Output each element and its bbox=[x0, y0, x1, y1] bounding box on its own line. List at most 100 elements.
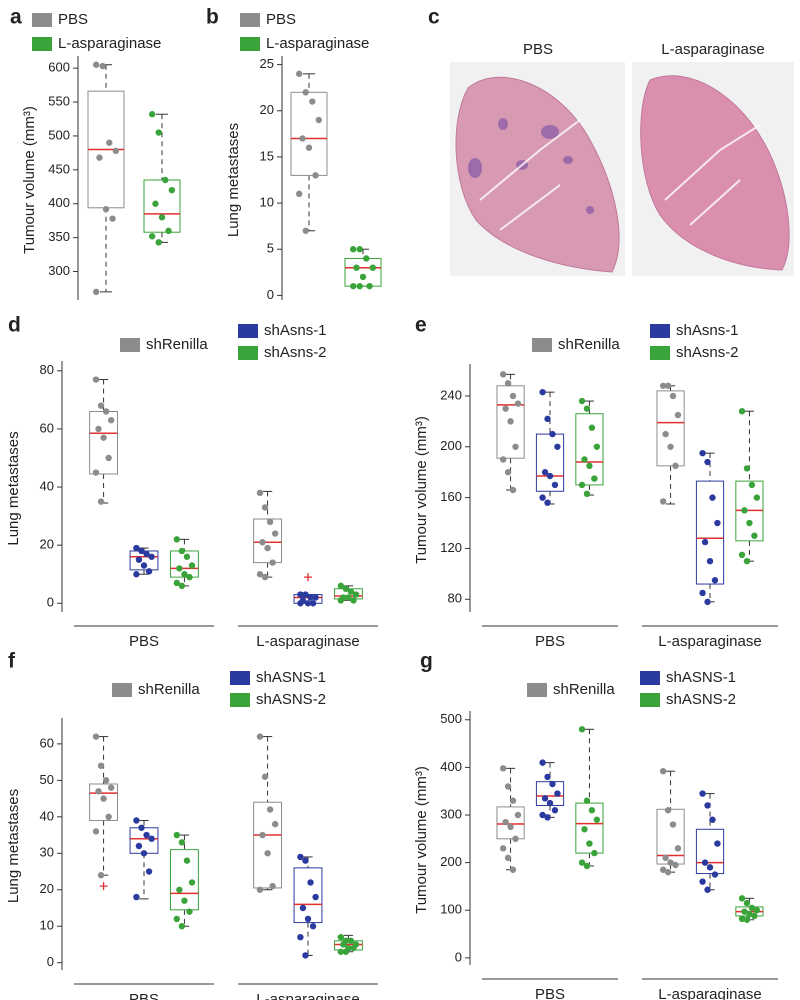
image-title: L-asparaginase bbox=[661, 41, 764, 58]
data-point bbox=[751, 912, 758, 920]
legend-swatch bbox=[650, 324, 670, 338]
data-point bbox=[178, 923, 186, 930]
data-point bbox=[100, 795, 107, 802]
data-point bbox=[512, 443, 519, 450]
y-tick-label: 100 bbox=[440, 902, 462, 917]
data-point bbox=[266, 806, 274, 813]
data-point bbox=[539, 811, 546, 819]
data-point bbox=[312, 594, 319, 601]
data-point bbox=[363, 255, 370, 262]
panel-label: b bbox=[206, 6, 219, 29]
legend-swatch bbox=[527, 683, 547, 697]
data-point bbox=[539, 494, 546, 501]
box bbox=[535, 433, 565, 492]
legend-label: shAsns-1 bbox=[264, 322, 327, 339]
y-tick-label: 80 bbox=[448, 591, 462, 606]
y-axis-label: Tumour volume (mm³) bbox=[21, 106, 38, 254]
data-point bbox=[271, 530, 279, 537]
data-point bbox=[509, 866, 517, 873]
data-point bbox=[748, 481, 756, 489]
data-point bbox=[751, 532, 758, 539]
y-tick-label: 60 bbox=[40, 735, 54, 750]
y-tick-label: 400 bbox=[48, 195, 70, 210]
data-point bbox=[97, 498, 105, 505]
data-point bbox=[738, 551, 746, 559]
data-point bbox=[102, 777, 110, 784]
data-point bbox=[709, 816, 716, 823]
data-point bbox=[546, 799, 554, 807]
data-point bbox=[711, 577, 719, 584]
data-point bbox=[544, 773, 551, 781]
data-point bbox=[148, 835, 155, 842]
data-point bbox=[133, 893, 140, 901]
tissue-section bbox=[640, 75, 790, 271]
box bbox=[575, 413, 604, 486]
data-point bbox=[369, 264, 377, 271]
data-point bbox=[297, 591, 304, 598]
data-point bbox=[588, 424, 596, 431]
data-point bbox=[302, 591, 309, 598]
data-point bbox=[342, 948, 350, 955]
data-point bbox=[539, 759, 546, 766]
legend-swatch bbox=[240, 37, 260, 51]
y-tick-label: 80 bbox=[40, 362, 54, 377]
data-point bbox=[699, 589, 706, 597]
data-point bbox=[514, 400, 522, 407]
data-point bbox=[578, 726, 586, 733]
x-tick-label: PBS bbox=[129, 991, 159, 1000]
data-point bbox=[92, 376, 100, 383]
data-point bbox=[309, 923, 317, 930]
y-tick-label: 300 bbox=[48, 263, 70, 278]
data-point bbox=[295, 70, 303, 78]
vessels bbox=[479, 119, 761, 231]
data-point bbox=[173, 579, 181, 587]
data-point bbox=[140, 562, 148, 569]
data-point bbox=[186, 908, 193, 915]
data-point bbox=[704, 802, 711, 809]
data-point bbox=[105, 454, 112, 462]
data-point bbox=[551, 807, 559, 814]
data-point bbox=[499, 765, 507, 772]
x-tick-label: L-asparaginase bbox=[256, 991, 359, 1000]
legend-label: shRenilla bbox=[553, 681, 615, 698]
data-point bbox=[711, 871, 719, 878]
y-axis-label: Lung metastases bbox=[5, 431, 22, 545]
data-point bbox=[256, 571, 264, 578]
legend-swatch bbox=[230, 671, 250, 685]
data-point bbox=[583, 405, 591, 412]
panel-label: f bbox=[8, 650, 16, 673]
data-point bbox=[704, 598, 711, 606]
data-point bbox=[155, 129, 162, 136]
y-axis-label: Tumour volume (mm³) bbox=[413, 416, 430, 564]
y-tick-label: 240 bbox=[440, 387, 462, 402]
y-tick-label: 60 bbox=[40, 420, 54, 435]
data-point bbox=[96, 154, 103, 161]
data-point bbox=[112, 147, 120, 155]
x-tick-label: L-asparaginase bbox=[658, 986, 761, 1000]
y-tick-label: 0 bbox=[47, 954, 54, 969]
data-point bbox=[315, 116, 323, 124]
data-point bbox=[138, 824, 145, 831]
box bbox=[253, 518, 283, 564]
data-point bbox=[667, 443, 674, 450]
data-point bbox=[183, 553, 191, 560]
data-point bbox=[107, 784, 115, 791]
y-tick-label: 200 bbox=[440, 438, 462, 453]
data-point bbox=[662, 854, 669, 862]
data-point bbox=[578, 481, 586, 489]
data-point bbox=[581, 456, 588, 463]
data-point bbox=[659, 382, 667, 389]
data-point bbox=[145, 568, 153, 575]
data-point bbox=[97, 762, 105, 769]
data-point bbox=[173, 536, 181, 543]
data-point bbox=[173, 831, 181, 839]
data-point bbox=[356, 282, 363, 290]
x-tick-label: PBS bbox=[129, 633, 159, 650]
data-point bbox=[499, 371, 507, 378]
legend-swatch bbox=[32, 37, 52, 51]
data-point bbox=[659, 498, 667, 505]
data-point bbox=[188, 562, 196, 569]
data-point bbox=[148, 233, 156, 240]
data-point bbox=[304, 600, 312, 607]
data-point bbox=[699, 790, 706, 797]
